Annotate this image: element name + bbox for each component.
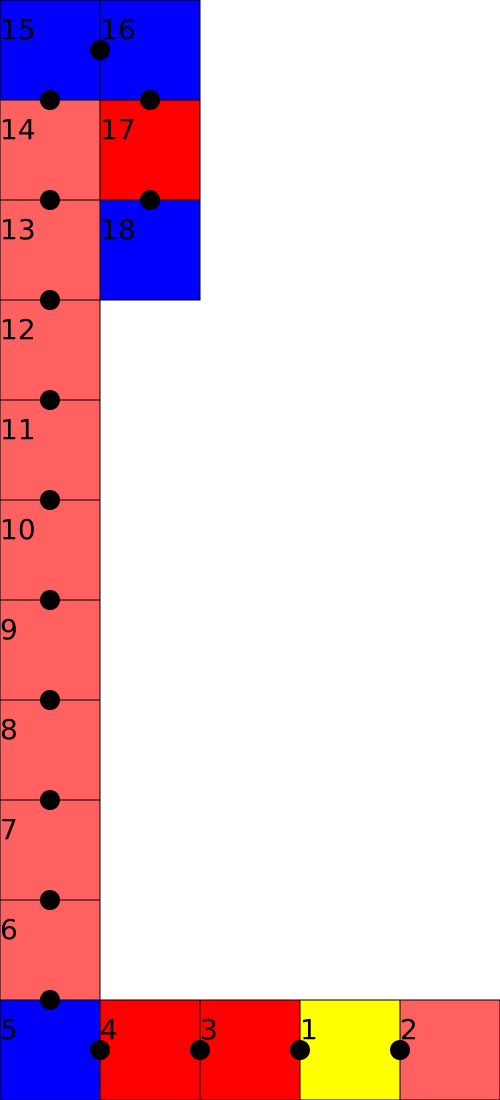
cell-7-label: 7	[0, 813, 18, 846]
cell-4: 4	[99, 999, 201, 1100]
cell-17-label: 17	[100, 113, 136, 146]
connection-dot-17	[140, 190, 160, 210]
cell-14: 14	[0, 99, 101, 201]
cell-4-label: 4	[100, 1013, 118, 1046]
cell-15-label: 15	[0, 13, 36, 46]
connection-dot-16	[140, 90, 160, 110]
connection-dot-6	[40, 890, 60, 910]
cell-10-label: 10	[0, 513, 36, 546]
cell-3-label: 3	[200, 1013, 218, 1046]
cell-8: 8	[0, 699, 101, 801]
cell-2: 2	[399, 999, 500, 1100]
connection-dot-15	[90, 40, 110, 60]
connection-dot-3	[190, 1040, 210, 1060]
cell-10: 10	[0, 499, 101, 601]
cell-14-label: 14	[0, 113, 36, 146]
cell-16: 16	[99, 0, 201, 101]
cell-9-label: 9	[0, 613, 18, 646]
cell-13: 13	[0, 199, 101, 301]
cell-1-square	[299, 999, 401, 1100]
connection-dot-7	[40, 790, 60, 810]
connection-dot-11	[40, 390, 60, 410]
cell-3: 3	[199, 999, 301, 1100]
cell-13-square	[0, 199, 101, 301]
cell-15-square	[0, 0, 101, 101]
connection-dot-4	[90, 1040, 110, 1060]
cell-7: 7	[0, 799, 101, 901]
cell-18-label: 18	[100, 213, 136, 246]
connection-dot-13	[40, 190, 60, 210]
connection-dot-14	[40, 90, 60, 110]
cell-13-label: 13	[0, 213, 36, 246]
cell-18: 18	[99, 199, 201, 301]
cell-15: 15	[0, 0, 101, 101]
cell-16-square	[99, 0, 201, 101]
cell-1-label: 1	[300, 1013, 318, 1046]
connection-dot-9	[40, 590, 60, 610]
cell-1: 1	[299, 999, 401, 1100]
cell-16-label: 16	[100, 13, 136, 46]
cell-11-label: 11	[0, 413, 36, 446]
cell-12-square	[0, 299, 101, 401]
cell-9: 9	[0, 599, 101, 701]
cell-2-square	[399, 999, 500, 1100]
cell-17-square	[99, 99, 201, 201]
cell-17: 17	[99, 99, 201, 201]
cell-5: 5	[0, 999, 101, 1100]
cell-18-square	[99, 199, 201, 301]
cell-6-label: 6	[0, 913, 18, 946]
connection-dot-10	[40, 490, 60, 510]
connection-dot-5	[40, 990, 60, 1010]
cell-3-square	[199, 999, 301, 1100]
connection-dot-1	[290, 1040, 310, 1060]
cell-11: 11	[0, 399, 101, 501]
cell-6-square	[0, 899, 101, 1001]
cell-5-label: 5	[0, 1013, 18, 1046]
cell-9-square	[0, 599, 101, 701]
cell-12: 12	[0, 299, 101, 401]
connection-dot-2	[390, 1040, 410, 1060]
cell-8-label: 8	[0, 713, 18, 746]
cell-14-square	[0, 99, 101, 201]
cell-5-square	[0, 999, 101, 1100]
cell-12-label: 12	[0, 313, 36, 346]
connection-dot-8	[40, 690, 60, 710]
cell-2-label: 2	[400, 1013, 418, 1046]
connection-dot-12	[40, 290, 60, 310]
cell-6: 6	[0, 899, 101, 1001]
